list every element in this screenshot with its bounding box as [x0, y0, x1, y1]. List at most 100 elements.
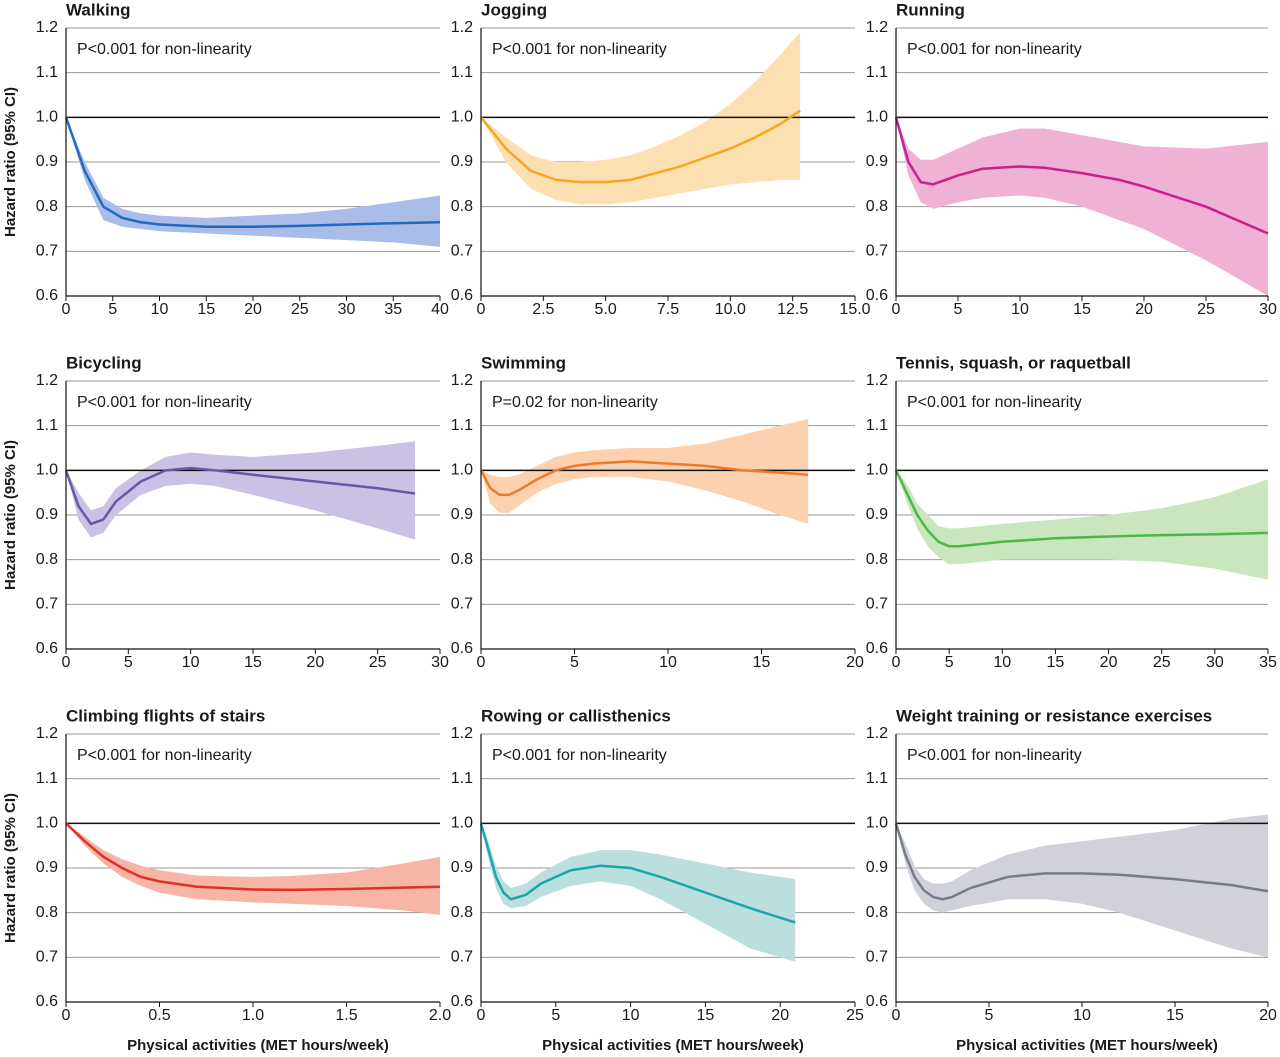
y-tick-label: 1.0 [866, 462, 888, 479]
y-tick-label: 0.6 [36, 640, 58, 657]
chart-title: Walking [66, 0, 131, 19]
y-tick-label: 1.0 [866, 109, 888, 126]
ci-band [896, 117, 1268, 296]
y-tick-label: 1.0 [451, 462, 473, 479]
x-tick-label: 10 [182, 654, 200, 671]
y-tick-label: 0.7 [451, 596, 473, 613]
y-tick-label: 1.0 [451, 109, 473, 126]
x-tick-label: 5 [985, 1007, 994, 1024]
chart-title: Tennis, squash, or raquetball [896, 353, 1131, 372]
y-tick-label: 0.7 [36, 596, 58, 613]
x-tick-label: 10 [622, 1007, 640, 1024]
x-tick-label: 25 [846, 1007, 864, 1024]
y-tick-label: 1.1 [451, 64, 473, 81]
y-tick-label: 1.2 [36, 19, 58, 36]
x-tick-label: 0 [477, 654, 486, 671]
y-tick-label: 0.7 [451, 243, 473, 260]
x-tick-label: 25 [1197, 301, 1215, 318]
ci-band [481, 418, 809, 524]
y-tick-label: 0.7 [866, 596, 888, 613]
x-tick-label: 10 [659, 654, 677, 671]
x-tick-label: 15 [697, 1007, 715, 1024]
x-tick-label: 15 [753, 654, 771, 671]
y-tick-label: 1.2 [866, 372, 888, 389]
x-tick-label: 30 [338, 301, 356, 318]
x-tick-label: 20 [771, 1007, 789, 1024]
x-tick-label: 0 [477, 301, 486, 318]
y-tick-label: 0.8 [866, 551, 888, 568]
curve [479, 460, 809, 497]
y-tick-label: 0.7 [866, 243, 888, 260]
x-tick-label: 5 [945, 654, 954, 671]
y-tick-label: 1.1 [451, 417, 473, 434]
y-tick-label: 0.7 [866, 949, 888, 966]
x-tick-label: 0 [62, 1007, 71, 1024]
chart-title: Jogging [481, 0, 547, 19]
curve [894, 822, 1269, 901]
x-tick-label: 2.5 [532, 301, 554, 318]
x-tick-label: 0.5 [148, 1007, 170, 1024]
y-tick-label: 1.0 [451, 815, 473, 832]
ci-band [66, 117, 440, 247]
y-tick-label: 1.2 [451, 19, 473, 36]
ci-band [896, 470, 1268, 580]
curve [894, 469, 1269, 548]
y-tick-label: 1.2 [451, 725, 473, 742]
annotation: P<0.001 for non-linearity [492, 41, 667, 58]
y-tick-label: 1.2 [866, 725, 888, 742]
x-tick-label: 0 [62, 654, 71, 671]
y-tick-label: 1.1 [36, 64, 58, 81]
annotation: P<0.001 for non-linearity [907, 394, 1082, 411]
x-tick-label: 10 [1011, 301, 1029, 318]
annotation: P=0.02 for non-linearity [492, 394, 658, 411]
y-tick-label: 0.6 [866, 993, 888, 1010]
annotation: P<0.001 for non-linearity [907, 41, 1082, 58]
y-tick-label: 0.8 [36, 904, 58, 921]
y-tick-label: 1.2 [451, 372, 473, 389]
x-tick-label: 0 [892, 654, 901, 671]
x-tick-label: 20 [1259, 1007, 1277, 1024]
annotation: P<0.001 for non-linearity [907, 747, 1082, 764]
y-axis-label: Hazard ratio (95% CI) [2, 87, 19, 237]
ci-band [66, 441, 416, 540]
x-tick-label: 2.0 [429, 1007, 451, 1024]
y-tick-label: 1.0 [866, 815, 888, 832]
x-tick-label: 0 [892, 301, 901, 318]
x-tick-label: 10.0 [715, 301, 746, 318]
x-tick-label: 30 [1206, 654, 1224, 671]
chart-title: Climbing flights of stairs [66, 706, 265, 725]
x-tick-label: 12.5 [777, 301, 808, 318]
annotation: P<0.001 for non-linearity [492, 747, 667, 764]
x-axis-label: Physical activities (MET hours/week) [542, 1037, 804, 1054]
x-tick-label: 5 [108, 301, 117, 318]
x-tick-label: 25 [369, 654, 387, 671]
x-tick-label: 5 [954, 301, 963, 318]
y-tick-label: 0.7 [36, 949, 58, 966]
y-tick-label: 1.2 [36, 372, 58, 389]
y-tick-label: 0.8 [866, 198, 888, 215]
x-tick-label: 20 [846, 654, 864, 671]
ci-band [66, 823, 440, 915]
y-axis-label: Hazard ratio (95% CI) [2, 440, 19, 590]
y-tick-label: 0.9 [36, 859, 58, 876]
x-tick-label: 5 [570, 654, 579, 671]
y-tick-label: 1.2 [866, 19, 888, 36]
x-tick-label: 1.0 [242, 1007, 264, 1024]
y-tick-label: 0.9 [866, 153, 888, 170]
y-tick-label: 1.1 [451, 770, 473, 787]
x-tick-label: 5 [124, 654, 133, 671]
x-tick-label: 25 [1153, 654, 1171, 671]
y-axis-label: Hazard ratio (95% CI) [2, 793, 19, 943]
x-tick-label: 15 [1073, 301, 1091, 318]
chart-title: Bicycling [66, 353, 142, 372]
y-tick-label: 0.9 [451, 859, 473, 876]
y-tick-label: 0.6 [36, 287, 58, 304]
curve [65, 822, 441, 892]
x-tick-label: 20 [244, 301, 262, 318]
x-tick-label: 15 [1047, 654, 1065, 671]
y-tick-label: 0.8 [866, 904, 888, 921]
y-tick-label: 0.8 [451, 198, 473, 215]
y-tick-label: 0.8 [451, 551, 473, 568]
x-tick-label: 5.0 [595, 301, 617, 318]
